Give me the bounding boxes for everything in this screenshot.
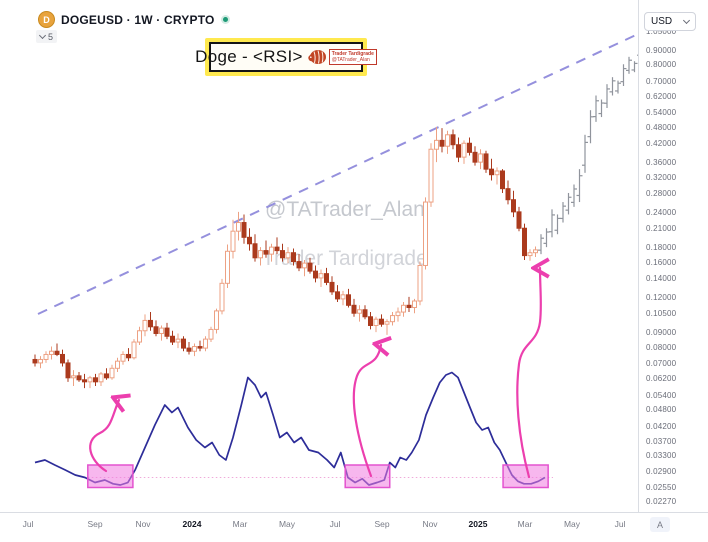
doge-coin-icon: D [38, 11, 55, 28]
market-status-icon[interactable] [220, 15, 230, 24]
price-tick-label: 0.42000 [646, 139, 677, 148]
time-tick-label: May [278, 519, 296, 529]
price-tick-label: 0.04200 [646, 422, 677, 431]
price-tick-label: 0.18000 [646, 243, 677, 252]
time-tick-label: May [563, 519, 581, 529]
price-tick-label: 0.90000 [646, 46, 677, 55]
price-tick-label: 0.10500 [646, 309, 677, 318]
time-tick-label: 2025 [468, 519, 488, 529]
auto-scale-button[interactable]: A [650, 517, 670, 532]
price-tick-label: 0.36000 [646, 158, 677, 167]
chevron-down-icon [38, 31, 47, 40]
price-tick-label: 0.03700 [646, 437, 677, 446]
time-tick-label: Jul [329, 519, 341, 529]
chevron-down-icon [682, 16, 691, 25]
price-tick-label: 0.48000 [646, 123, 677, 132]
symbol-title[interactable]: DOGEUSD · 1W · CRYPTO [61, 12, 215, 27]
price-tick-label: 0.02550 [646, 483, 677, 492]
price-tick-label: 0.03300 [646, 451, 677, 460]
price-tick-label: 0.32000 [646, 173, 677, 182]
price-tick-label: 0.70000 [646, 77, 677, 86]
tardigrade-logo-icon [308, 50, 326, 64]
time-tick-label: Sep [374, 519, 390, 529]
price-tick-label: 0.02900 [646, 467, 677, 476]
price-tick-label: 1.05000 [646, 27, 677, 36]
watermark-primary: @TATrader_Alan [265, 198, 425, 221]
chart-title-banner: Doge - <RSI> Trader Tardigrade @TATrader… [195, 38, 377, 76]
price-tick-label: 0.24000 [646, 208, 677, 217]
price-tick-label: 0.21000 [646, 224, 677, 233]
time-tick-label: 2024 [182, 519, 202, 529]
price-axis[interactable]: 1.05000 0.90000 0.80000 0.70000 0.62000 0.540… [638, 0, 708, 542]
currency-label: USD [651, 16, 673, 27]
chart-canvas[interactable] [0, 0, 638, 512]
price-tick-label: 0.62000 [646, 92, 677, 101]
tardigrade-logo: Trader Tardigrade @TATrader_Alan [307, 49, 377, 65]
time-tick-label: Mar [232, 519, 248, 529]
time-tick-label: Nov [422, 519, 438, 529]
price-tick-label: 0.16000 [646, 258, 677, 267]
price-tick-label: 0.12000 [646, 293, 677, 302]
time-tick-label: Sep [87, 519, 103, 529]
price-tick-label: 0.04800 [646, 405, 677, 414]
indicator-value: 5 [48, 31, 54, 42]
price-tick-label: 0.05400 [646, 391, 677, 400]
price-tick-label: 0.07000 [646, 359, 677, 368]
price-tick-label: 0.14000 [646, 274, 677, 283]
indicator-value-chip[interactable]: 5 [36, 30, 58, 43]
time-tick-label: Nov [135, 519, 151, 529]
time-axis[interactable]: Jul Sep Nov 2024 Mar May Jul Sep Nov 2025 Mar May Ju… [0, 512, 708, 542]
price-tick-label: 0.06200 [646, 374, 677, 383]
time-tick-label: Mar [517, 519, 533, 529]
symbol-bar[interactable]: D DOGEUSD · 1W · CRYPTO [38, 11, 230, 28]
price-tick-label: 0.80000 [646, 60, 677, 69]
price-tick-label: 0.08000 [646, 343, 677, 352]
price-tick-label: 0.28000 [646, 189, 677, 198]
price-tick-label: 0.02270 [646, 497, 677, 506]
auto-scale-label: A [656, 519, 663, 530]
banner-title: Doge - <RSI> [195, 47, 303, 66]
time-tick-label: Jul [22, 519, 34, 529]
time-tick-label: Jul [614, 519, 626, 529]
logo-text: Trader Tardigrade @TATrader_Alan [328, 49, 377, 65]
price-tick-label: 0.54000 [646, 108, 677, 117]
currency-toggle-button[interactable]: USD [644, 12, 696, 31]
price-tick-label: 0.09000 [646, 328, 677, 337]
